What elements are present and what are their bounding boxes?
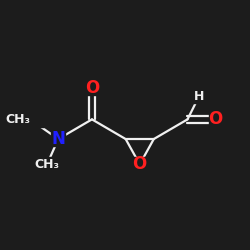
Bar: [85, 82, 99, 96]
Bar: [193, 91, 204, 102]
Text: CH₃: CH₃: [34, 158, 59, 171]
Bar: [133, 157, 147, 171]
Text: O: O: [132, 155, 147, 173]
Text: CH₃: CH₃: [5, 113, 30, 126]
Text: N: N: [51, 130, 65, 148]
Text: O: O: [208, 110, 223, 128]
Text: H: H: [194, 90, 204, 104]
Text: O: O: [85, 80, 99, 98]
Bar: [208, 112, 222, 126]
Bar: [16, 112, 44, 127]
Bar: [33, 156, 61, 172]
Bar: [51, 132, 65, 146]
